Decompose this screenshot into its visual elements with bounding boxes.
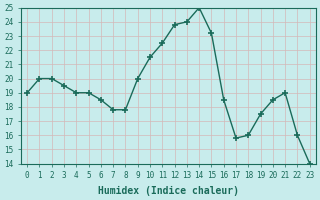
X-axis label: Humidex (Indice chaleur): Humidex (Indice chaleur)	[98, 186, 239, 196]
